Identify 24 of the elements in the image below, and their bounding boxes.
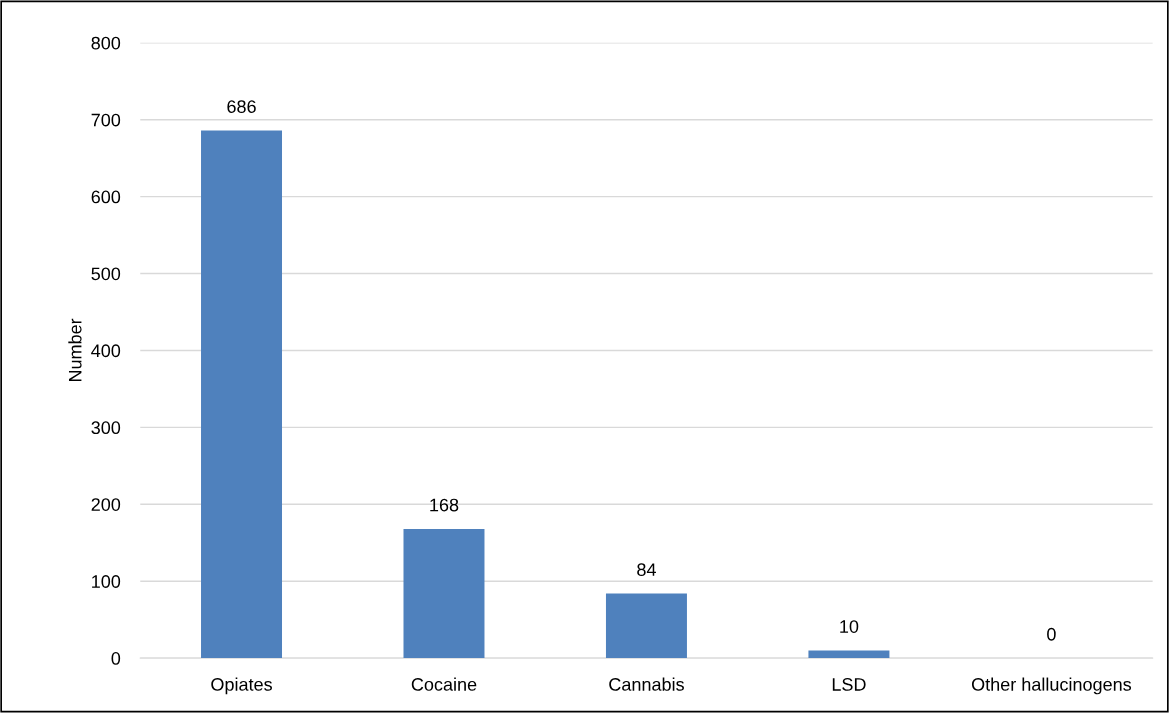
x-tick-label: LSD [832, 678, 866, 691]
bar [201, 130, 283, 659]
y-tick-label: 0 [111, 652, 121, 665]
data-label: 10 [840, 620, 859, 633]
y-tick-label: 500 [91, 267, 121, 281]
data-label: 0 [1047, 627, 1056, 641]
y-tick-label: 800 [91, 36, 121, 50]
x-tick-label: Opiates [211, 677, 272, 695]
y-tick-label: 100 [92, 575, 121, 588]
y-tick-label: 300 [91, 421, 121, 435]
x-tick-label: Cannabis [609, 677, 684, 691]
y-tick-label: 700 [91, 113, 121, 127]
bar [808, 650, 890, 659]
y-axis-title: Number [68, 318, 82, 382]
data-label: 686 [227, 100, 256, 114]
bar [403, 528, 485, 659]
y-tick-label: 600 [91, 190, 121, 204]
data-label: 168 [430, 498, 459, 512]
data-label: 84 [637, 563, 656, 577]
y-tick-label: 200 [91, 498, 121, 511]
bar [605, 593, 687, 659]
x-tick-label: Other hallucinogens [971, 677, 1132, 695]
x-tick-label: Cocaine [411, 677, 477, 691]
y-tick-label: 400 [91, 344, 121, 358]
